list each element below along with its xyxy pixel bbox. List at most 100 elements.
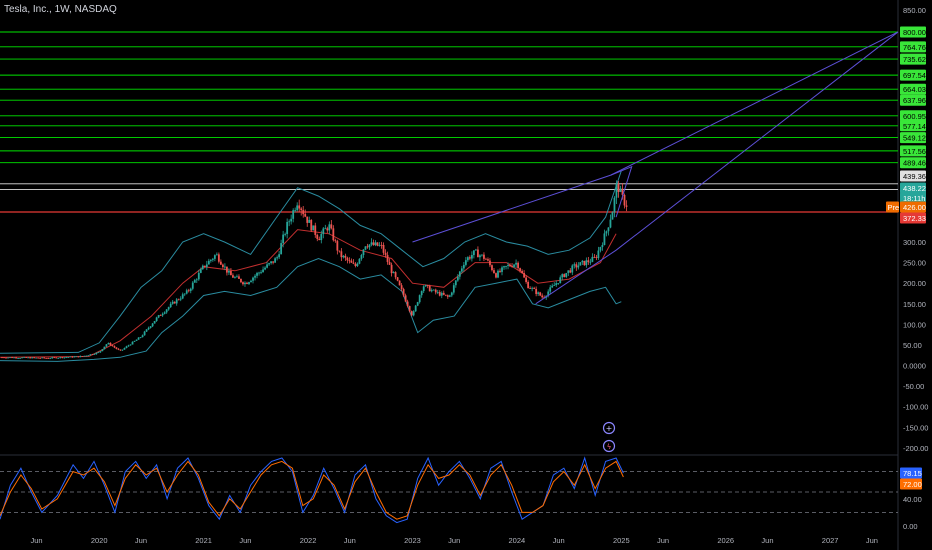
candle-body-46	[93, 354, 96, 355]
candle-body-130	[262, 269, 264, 273]
candle-body-85	[171, 301, 174, 304]
candle-body-40	[81, 356, 84, 357]
candle-body-193	[388, 261, 391, 265]
candle-body-10	[21, 357, 23, 359]
candle-body-228	[458, 271, 461, 277]
candle-body-33	[67, 357, 70, 358]
candle-body-255	[513, 264, 515, 267]
candle-body-132	[266, 264, 268, 268]
candle-body-232	[466, 257, 469, 261]
candle-body-171	[344, 255, 347, 258]
candle-body-231	[464, 260, 467, 265]
candle-body-80	[161, 313, 164, 316]
candle-body-214	[430, 290, 433, 292]
candle-body-36	[73, 356, 76, 358]
candle-body-239	[481, 254, 483, 256]
candle-body-278	[559, 277, 562, 284]
candle-body-93	[187, 290, 190, 292]
stoch-tick-label-0: 40.00	[903, 495, 922, 504]
candle-body-115	[232, 275, 234, 278]
time-tick-label-2: Jun	[135, 536, 147, 545]
trendline-2[interactable]	[610, 165, 633, 218]
candle-body-227	[456, 276, 459, 281]
candle-body-204	[410, 311, 413, 316]
candle-body-151	[304, 214, 307, 217]
candle-body-192	[386, 254, 389, 262]
stochastic-lines	[0, 456, 898, 524]
price-tag-label-2: 18:11h	[903, 194, 925, 203]
candle-body-248	[499, 270, 501, 272]
candle-body-20	[41, 357, 44, 359]
candle-body-167	[336, 241, 339, 251]
candle-body-195	[392, 272, 395, 274]
candle-body-67	[135, 339, 138, 341]
candle-body-302	[607, 227, 610, 232]
candle-body-196	[394, 272, 397, 278]
trendline-1[interactable]	[535, 31, 899, 305]
candle-body-250	[503, 266, 505, 268]
candle-body-2	[5, 357, 7, 359]
candle-body-109	[219, 261, 222, 265]
add-alert-icon[interactable]	[602, 421, 616, 435]
candle-body-142	[286, 221, 289, 234]
candle-body-88	[177, 299, 180, 301]
candle-body-229	[460, 268, 463, 272]
candle-body-307	[617, 184, 620, 192]
candle-body-62	[125, 346, 128, 349]
candle-body-51	[103, 346, 106, 350]
price-tick-label-6: 50.00	[903, 341, 922, 350]
candle-body-203	[408, 306, 411, 312]
time-tick-label-3: 2021	[195, 536, 212, 545]
price-tag-label-0: 439.36	[903, 172, 926, 181]
candle-body-298	[599, 247, 602, 251]
candle-body-277	[557, 283, 560, 284]
candle-body-207	[416, 302, 419, 306]
candle-body-17	[35, 357, 38, 359]
candle-body-172	[346, 257, 349, 261]
candle-body-252	[507, 264, 509, 266]
level-tag-8	[900, 132, 926, 144]
level-tag-label-1: 764.76	[903, 43, 926, 52]
candle-body-210	[422, 286, 425, 292]
lightning-icon[interactable]	[602, 439, 616, 453]
candle-body-110	[221, 264, 224, 268]
candle-body-155	[312, 225, 315, 231]
candle-body-26	[53, 357, 56, 359]
level-tag-4	[900, 83, 926, 95]
candle-body-290	[583, 260, 586, 266]
candle-body-242	[487, 259, 489, 261]
candle-body-180	[362, 249, 365, 256]
candle-body-165	[332, 228, 335, 241]
candle-body-131	[264, 267, 266, 270]
candle-body-139	[280, 243, 283, 255]
candle-body-161	[324, 228, 327, 230]
candle-body-133	[268, 263, 270, 265]
alert-icons[interactable]: + ϟ	[602, 421, 616, 453]
candle-body-87	[175, 299, 178, 304]
candle-body-53	[107, 342, 110, 345]
candle-body-32	[65, 357, 68, 359]
candle-body-43	[87, 355, 90, 357]
candle-body-198	[398, 280, 401, 286]
candle-body-144	[290, 218, 293, 222]
candle-body-148	[298, 205, 301, 209]
candle-body-57	[115, 347, 118, 349]
candle-body-219	[440, 292, 443, 296]
candle-body-103	[207, 260, 210, 265]
trendlines[interactable]	[412, 31, 899, 305]
price-tick-label-11: -200.00	[903, 444, 928, 453]
time-tick-label-1: 2020	[91, 536, 108, 545]
candle-body-300	[603, 233, 606, 246]
candle-body-28	[57, 357, 60, 359]
candle-body-140	[282, 234, 285, 244]
candle-body-247	[497, 270, 499, 278]
candle-body-94	[189, 288, 192, 291]
price-tag-3	[900, 201, 926, 213]
candle-body-190	[382, 245, 385, 253]
candle-body-102	[205, 264, 208, 268]
candle-body-166	[334, 240, 337, 242]
candle-body-292	[587, 260, 590, 263]
bollinger-bands	[0, 170, 622, 362]
candle-body-125	[252, 277, 254, 281]
